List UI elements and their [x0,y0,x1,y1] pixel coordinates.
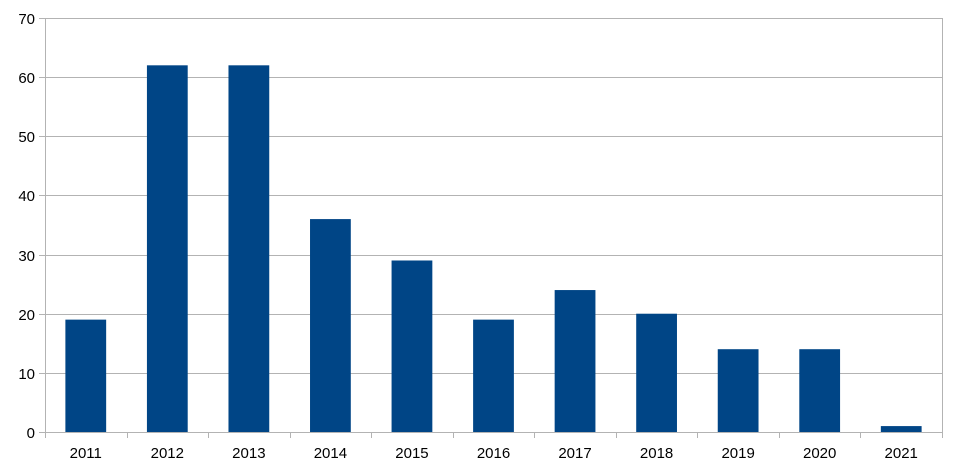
x-tick-label: 2015 [395,445,428,462]
bar-2014 [310,219,351,432]
x-tick-label: 2018 [640,445,673,462]
bar-2017 [554,290,596,432]
bar-2019 [717,349,759,432]
x-tick-label: 2013 [232,445,265,462]
bar-2021 [880,426,922,432]
bar-2012 [146,65,188,433]
y-tick-label: 20 [18,307,35,324]
x-tick-label: 2016 [477,445,510,462]
y-tick-label: 70 [18,11,35,28]
x-tick-label: 2017 [558,445,591,462]
y-tick-label: 40 [18,188,35,205]
y-tick-label: 60 [18,70,35,87]
bar-2015 [391,260,433,432]
x-tick-label: 2019 [721,445,754,462]
bar-2020 [799,349,841,432]
bar-2011 [65,319,107,432]
x-tick-label: 2021 [885,445,918,462]
x-tick-label: 2014 [314,445,347,462]
x-tick-label: 2011 [70,445,102,462]
bars [65,65,922,433]
y-tick-label: 30 [18,248,35,265]
bar-2013 [228,65,270,433]
bar-2016 [473,319,514,432]
bar-2018 [636,313,677,432]
y-tick-label: 10 [18,366,35,383]
y-tick-label: 0 [27,425,35,442]
x-tick-label: 2020 [803,445,836,462]
axes [39,18,943,438]
tick-labels: 0 10 20 30 40 50 60 70 2011 2012 2013 2014 2015 2016 2… [18,11,918,462]
gridlines [45,18,942,433]
x-tick-label: 2012 [151,445,184,462]
y-tick-label: 50 [18,129,35,146]
